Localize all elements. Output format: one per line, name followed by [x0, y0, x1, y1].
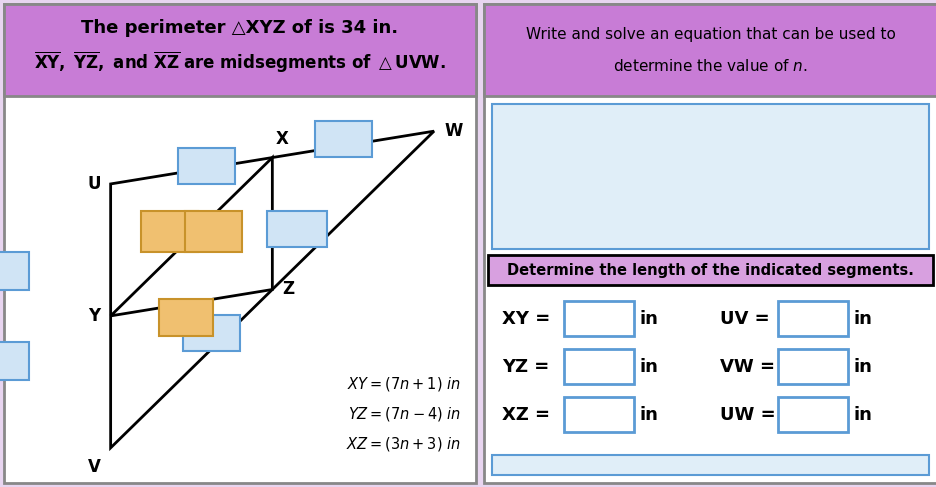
Text: in: in — [853, 406, 872, 424]
Text: in: in — [853, 357, 872, 375]
Text: X: X — [275, 130, 288, 148]
Bar — [491, 104, 928, 249]
Text: UW =: UW = — [719, 406, 775, 424]
Bar — [4, 4, 475, 483]
Bar — [777, 301, 847, 336]
Text: U: U — [87, 175, 100, 193]
Text: determine the value of $n$.: determine the value of $n$. — [612, 58, 807, 74]
Text: in: in — [853, 310, 872, 327]
Bar — [178, 148, 235, 184]
Text: $YZ = (7n - 4)$ in: $YZ = (7n - 4)$ in — [347, 405, 461, 423]
Text: The perimeter △XYZ of is 34 in.: The perimeter △XYZ of is 34 in. — [81, 19, 398, 37]
Bar — [0, 342, 29, 380]
Bar — [0, 252, 29, 290]
Bar — [140, 211, 197, 252]
Text: Determine the length of the indicated segments.: Determine the length of the indicated se… — [506, 262, 913, 278]
Bar — [488, 255, 932, 285]
Text: XY =: XY = — [502, 310, 549, 327]
Text: YZ =: YZ = — [502, 357, 548, 375]
Text: in: in — [639, 406, 658, 424]
Bar — [491, 455, 928, 475]
Text: XZ =: XZ = — [502, 406, 549, 424]
Text: V: V — [88, 458, 100, 476]
Text: Y: Y — [88, 307, 100, 325]
Bar — [183, 315, 240, 351]
Bar — [267, 210, 327, 246]
Bar — [777, 349, 847, 384]
Bar — [184, 211, 241, 252]
Bar — [314, 121, 372, 157]
Text: Write and solve an equation that can be used to: Write and solve an equation that can be … — [525, 26, 895, 41]
Text: $XY = (7n + 1)$ in: $XY = (7n + 1)$ in — [347, 375, 461, 393]
Bar — [484, 4, 936, 96]
Text: UV =: UV = — [719, 310, 768, 327]
Bar — [563, 397, 634, 432]
Bar — [159, 299, 213, 336]
Bar — [563, 349, 634, 384]
Text: VW =: VW = — [719, 357, 774, 375]
Bar — [4, 4, 475, 96]
Bar — [484, 4, 936, 483]
Bar — [777, 397, 847, 432]
Text: in: in — [639, 310, 658, 327]
Text: $XZ = (3n + 3)$ in: $XZ = (3n + 3)$ in — [345, 435, 461, 453]
Text: Z: Z — [282, 281, 294, 299]
Bar — [563, 301, 634, 336]
Text: $\overline{\mathbf{XY}}$$\mathbf{,\ }$$\overline{\mathbf{YZ}}$$\mathbf{,\ and\ }: $\overline{\mathbf{XY}}$$\mathbf{,\ }$$\… — [34, 50, 446, 75]
Text: W: W — [444, 122, 462, 140]
Text: in: in — [639, 357, 658, 375]
